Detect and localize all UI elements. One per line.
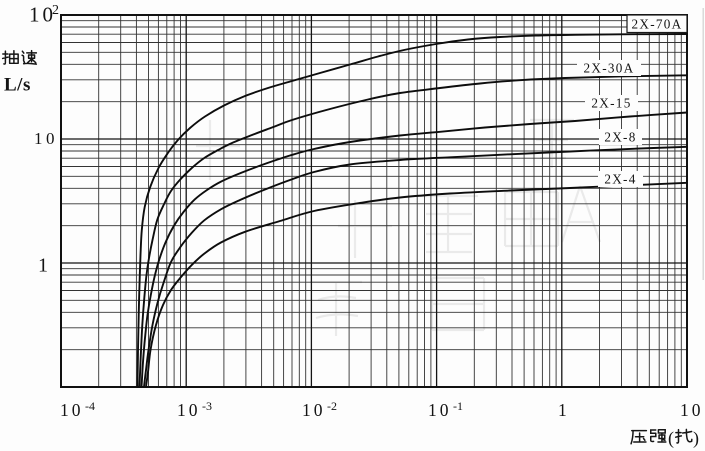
svg-text:10: 10 xyxy=(177,400,201,420)
svg-text:): ) xyxy=(693,428,699,449)
svg-text:2X-30A: 2X-30A xyxy=(583,61,634,76)
svg-text:-1: -1 xyxy=(453,399,463,413)
svg-text:-3: -3 xyxy=(202,399,212,413)
svg-text:1: 1 xyxy=(38,255,48,277)
svg-text:2X-8: 2X-8 xyxy=(604,130,636,145)
svg-text:(: ( xyxy=(668,428,674,449)
svg-text:-2: -2 xyxy=(327,399,337,413)
svg-text:10: 10 xyxy=(428,400,452,420)
svg-text:1: 1 xyxy=(558,400,567,420)
svg-text:2X-15: 2X-15 xyxy=(591,96,631,111)
svg-text:10: 10 xyxy=(29,3,56,27)
svg-text:-4: -4 xyxy=(85,399,95,413)
svg-text:10: 10 xyxy=(680,400,704,420)
svg-text:10: 10 xyxy=(34,129,58,148)
svg-text:10: 10 xyxy=(302,400,326,420)
svg-text:2: 2 xyxy=(52,3,59,18)
svg-text:2X-4: 2X-4 xyxy=(604,172,636,187)
svg-text:L/s: L/s xyxy=(4,75,31,96)
svg-text:2X-70A: 2X-70A xyxy=(631,16,682,31)
svg-text:10: 10 xyxy=(60,400,84,420)
